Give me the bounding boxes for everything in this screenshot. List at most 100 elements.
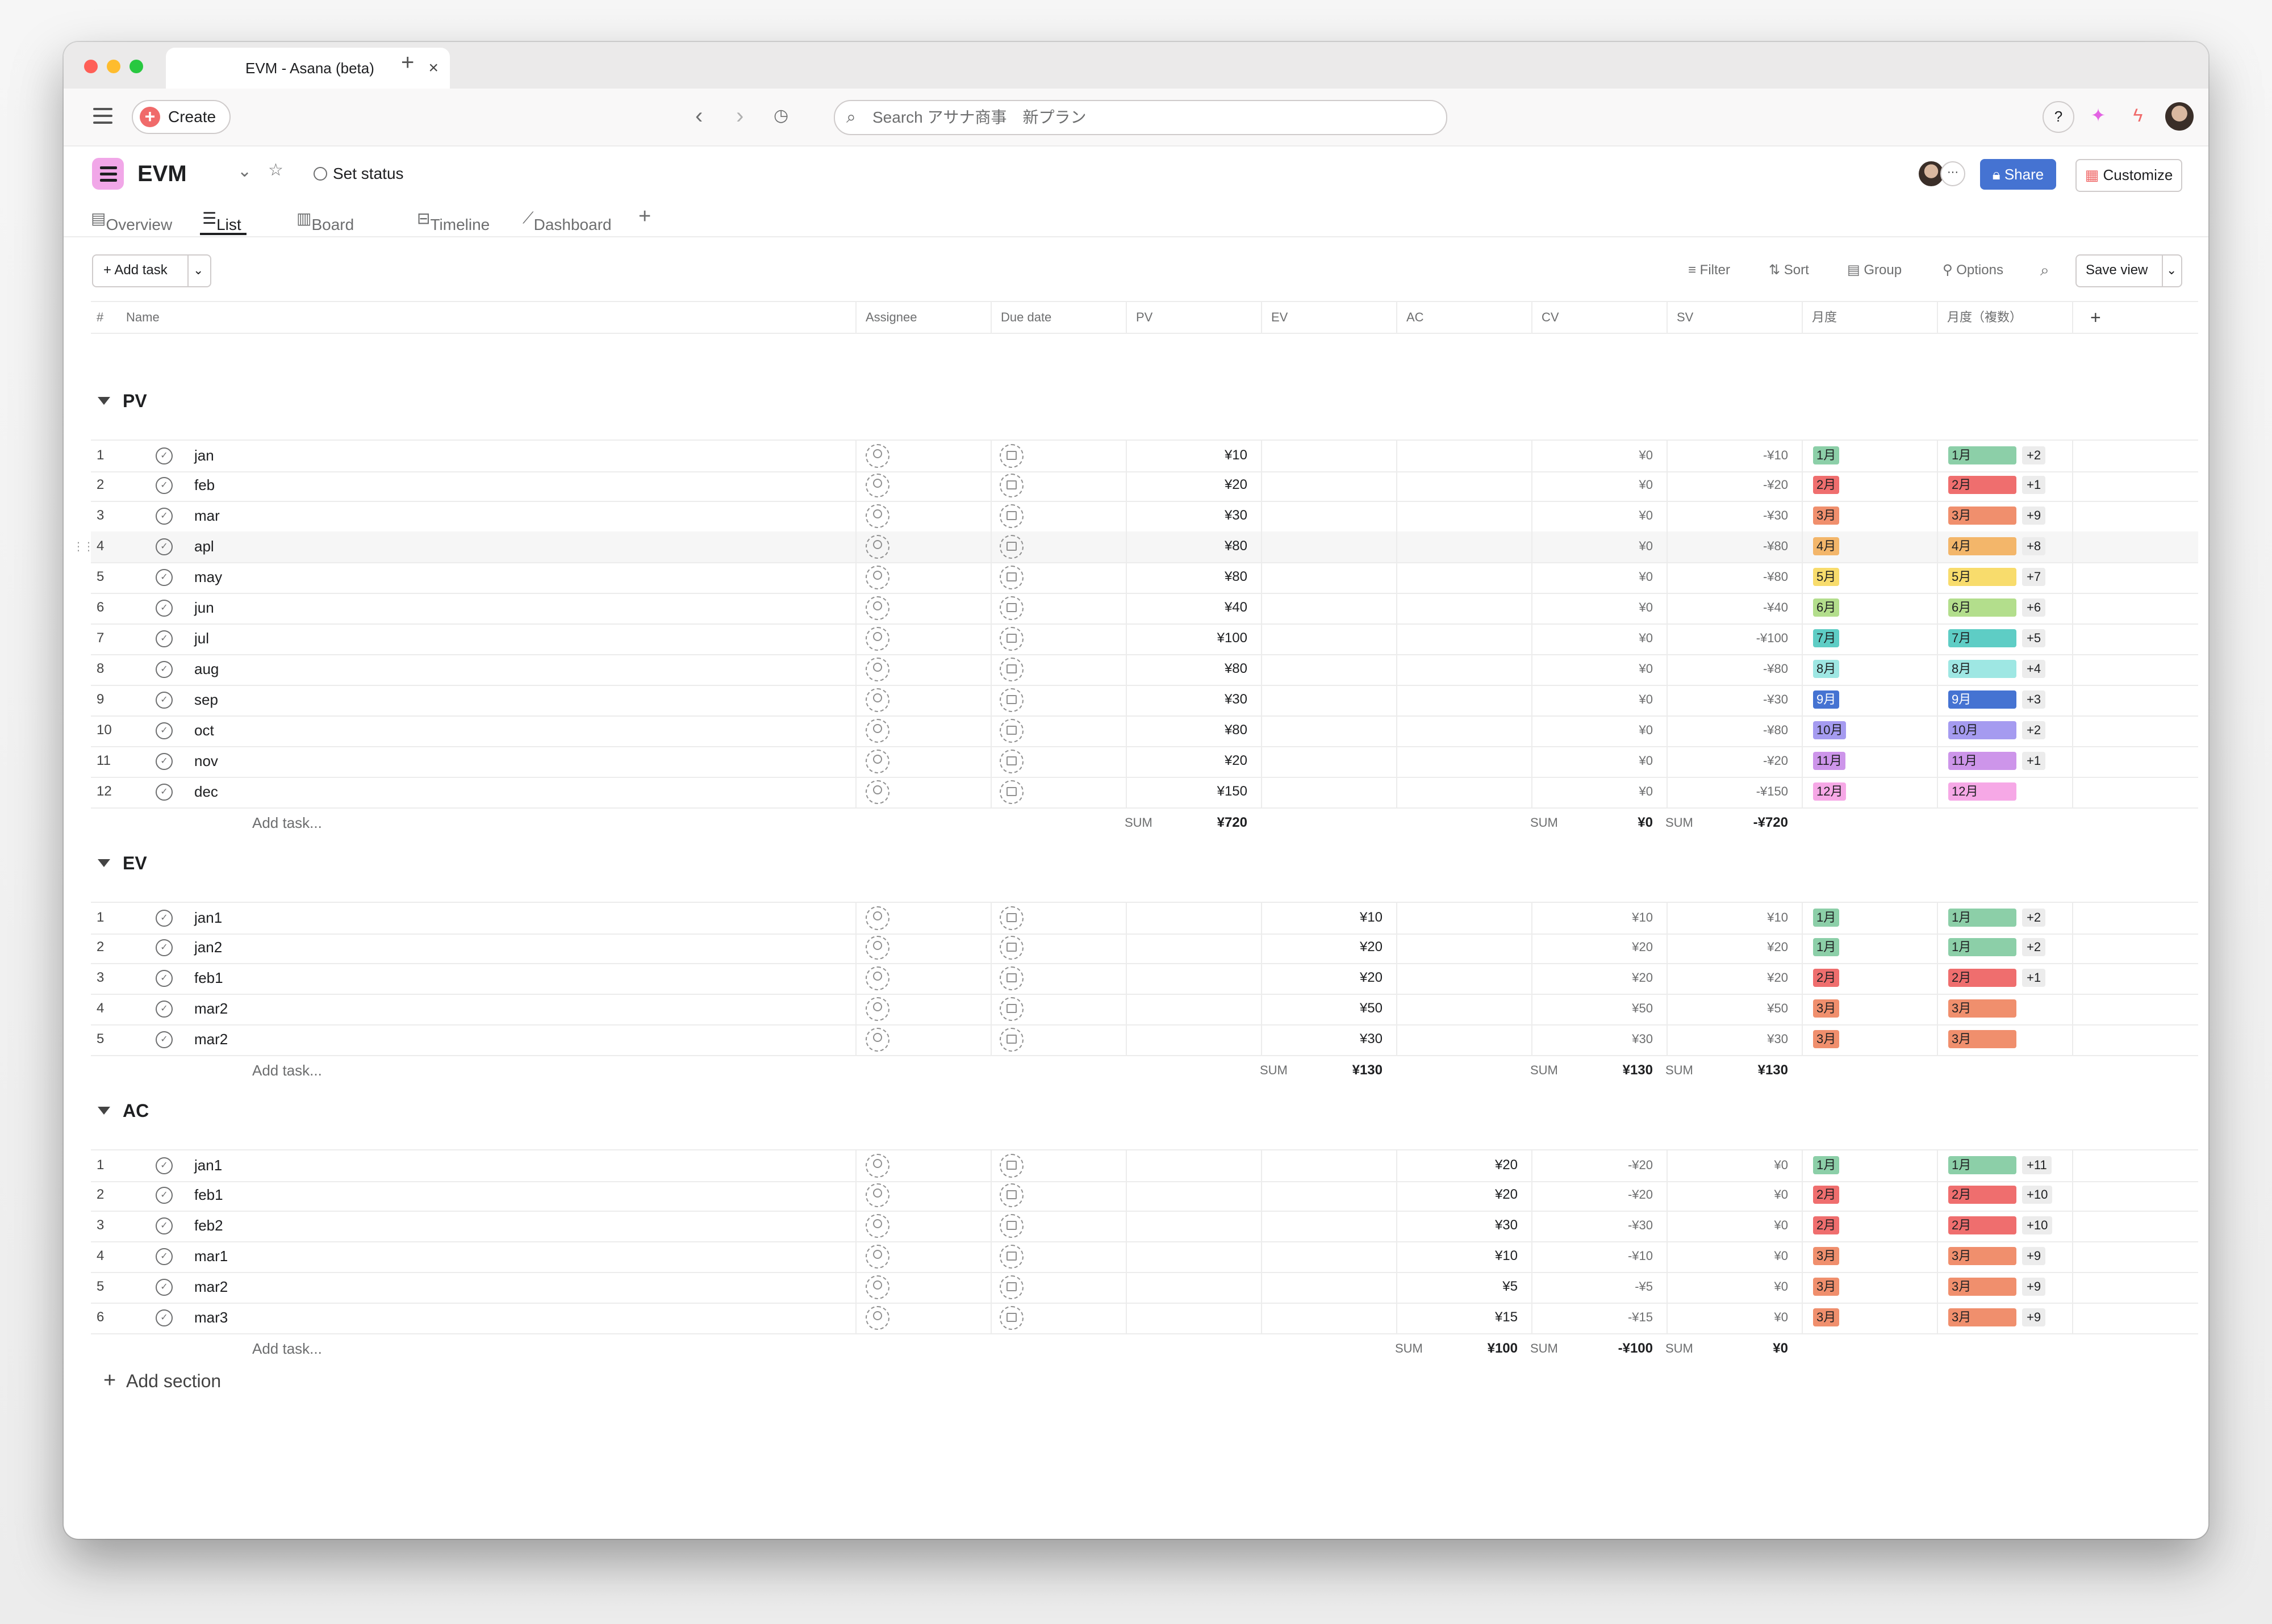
collapse-triangle-icon[interactable] [98,859,110,867]
table-row[interactable]: 9 ✓ sep ¥30 ¥0 -¥30 9月 9月 +3 [91,685,2198,717]
member-avatar[interactable] [1919,161,1944,186]
more-tags-count[interactable]: +1 [2022,476,2046,494]
more-tags-count[interactable]: +1 [2022,752,2046,770]
table-row[interactable]: 3 ✓ feb1 ¥20 ¥20 ¥20 2月 2月 +1 [91,963,2198,995]
cell-cv[interactable]: ¥0 [1639,662,1653,676]
assignee-placeholder-icon[interactable] [866,719,889,743]
save-view-button[interactable]: Save view ⌄ [2075,254,2182,287]
share-button[interactable]: 🔒︎ Share [1980,159,2056,190]
assignee-placeholder-icon[interactable] [866,474,889,497]
cell-sv[interactable]: ¥10 [1767,910,1788,924]
cell-cv[interactable]: ¥50 [1632,1001,1653,1015]
tab-dashboard[interactable]: ⟋ Dashboard [523,209,612,233]
cell-sv[interactable]: ¥0 [1774,1158,1788,1172]
month-multi-tag[interactable]: 10月 [1948,721,2016,739]
table-row[interactable]: 4 ✓ mar1 ¥10 -¥10 ¥0 3月 3月 +9 [91,1241,2198,1273]
forward-icon[interactable]: › [736,103,744,128]
month-tag[interactable]: 1月 [1813,446,1840,464]
month-multi-tag[interactable]: 5月 [1948,568,2016,586]
more-tags-count[interactable]: +10 [2022,1186,2053,1204]
cell-ac[interactable]: ¥10 [1494,1248,1518,1263]
add-task-link[interactable]: Add task... [252,1062,322,1079]
month-tag[interactable]: 8月 [1813,660,1840,678]
table-row[interactable]: 6 ✓ mar3 ¥15 -¥15 ¥0 3月 3月 +9 [91,1303,2198,1334]
assignee-placeholder-icon[interactable] [866,504,889,528]
due-date-placeholder-icon[interactable] [1000,997,1024,1021]
month-tag[interactable]: 1月 [1813,938,1840,956]
due-date-placeholder-icon[interactable] [1000,535,1024,559]
complete-check-icon[interactable]: ✓ [156,477,173,494]
chevron-down-icon[interactable]: ⌄ [2166,263,2177,277]
complete-check-icon[interactable]: ✓ [156,1187,173,1204]
month-tag[interactable]: 3月 [1813,1278,1840,1296]
column-header-month[interactable]: 月度 [1802,302,1837,333]
due-date-placeholder-icon[interactable] [1000,1154,1024,1178]
help-button[interactable]: ? [2043,101,2074,133]
cell-cv[interactable]: ¥0 [1639,784,1653,798]
task-name[interactable]: nov [194,752,218,769]
month-multi-tag[interactable]: 9月 [1948,690,2016,709]
cell-cv[interactable]: ¥0 [1639,754,1653,768]
user-avatar[interactable] [2165,102,2194,131]
month-multi-tag[interactable]: 1月 [1948,446,2016,464]
search-input[interactable]: ⌕ Search アサナ商事 新プラン [834,100,1447,135]
table-row[interactable]: ⋮⋮ 4 ✓ apl ¥80 ¥0 -¥80 4月 4月 +8 [73,531,2198,563]
due-date-placeholder-icon[interactable] [1000,719,1024,743]
month-multi-tag[interactable]: 3月 [1948,507,2016,525]
month-multi-tag[interactable]: 2月 [1948,476,2016,494]
cell-sv[interactable]: -¥30 [1763,508,1788,522]
table-row[interactable]: 2 ✓ feb ¥20 ¥0 -¥20 2月 2月 +1 [91,470,2198,502]
cell-cv[interactable]: -¥30 [1627,1218,1653,1232]
complete-check-icon[interactable]: ✓ [156,692,173,709]
due-date-placeholder-icon[interactable] [1000,444,1024,468]
cell-sv[interactable]: ¥30 [1767,1032,1788,1046]
more-tags-count[interactable]: +6 [2022,598,2046,617]
table-row[interactable]: 5 ✓ mar2 ¥30 ¥30 ¥30 3月 3月 [91,1024,2198,1056]
options-button[interactable]: ⚲ Options [1943,262,2003,278]
month-multi-tag[interactable]: 3月 [1948,1308,2016,1326]
complete-check-icon[interactable]: ✓ [156,1279,173,1296]
assignee-placeholder-icon[interactable] [866,1028,889,1052]
table-row[interactable]: 5 ✓ may ¥80 ¥0 -¥80 5月 5月 +7 [91,562,2198,594]
group-button[interactable]: ▤ Group [1847,262,1902,278]
month-tag[interactable]: 1月 [1813,909,1840,927]
month-multi-tag[interactable]: 4月 [1948,537,2016,555]
cell-ac[interactable]: ¥15 [1494,1309,1518,1325]
table-row[interactable]: 1 ✓ jan1 ¥20 -¥20 ¥0 1月 1月 +11 [91,1149,2198,1182]
complete-check-icon[interactable]: ✓ [156,939,173,956]
cell-ac[interactable]: ¥30 [1494,1217,1518,1233]
due-date-placeholder-icon[interactable] [1000,474,1024,497]
month-multi-tag[interactable]: 3月 [1948,1247,2016,1265]
task-name[interactable]: mar [194,507,220,524]
month-tag[interactable]: 6月 [1813,598,1840,617]
cell-sv[interactable]: ¥0 [1774,1249,1788,1263]
due-date-placeholder-icon[interactable] [1000,936,1024,960]
due-date-placeholder-icon[interactable] [1000,627,1024,651]
star-icon[interactable]: ☆ [268,161,283,179]
assignee-placeholder-icon[interactable] [866,1154,889,1178]
menu-icon[interactable] [93,108,112,128]
assignee-placeholder-icon[interactable] [866,566,889,589]
table-row[interactable]: 2 ✓ jan2 ¥20 ¥20 ¥20 1月 1月 +2 [91,932,2198,964]
month-multi-tag[interactable]: 2月 [1948,969,2016,987]
complete-check-icon[interactable]: ✓ [156,447,173,464]
assignee-placeholder-icon[interactable] [866,1183,889,1207]
month-tag[interactable]: 2月 [1813,476,1840,494]
month-tag[interactable]: 1月 [1813,1156,1840,1174]
task-name[interactable]: mar1 [194,1248,228,1265]
cell-cv[interactable]: ¥0 [1639,631,1653,645]
table-row[interactable]: 5 ✓ mar2 ¥5 -¥5 ¥0 3月 3月 +9 [91,1272,2198,1304]
tab-list[interactable]: ☰ List [202,210,241,233]
task-name[interactable]: dec [194,783,218,800]
tab-board[interactable]: ▥ Board [296,210,354,233]
collapse-triangle-icon[interactable] [98,397,110,405]
table-row[interactable]: 2 ✓ feb1 ¥20 -¥20 ¥0 2月 2月 +10 [91,1180,2198,1212]
due-date-placeholder-icon[interactable] [1000,1275,1024,1299]
task-name[interactable]: apl [194,538,214,555]
more-members-icon[interactable]: ··· [1940,161,1965,186]
cell-cv[interactable]: ¥0 [1639,570,1653,584]
month-multi-tag[interactable]: 3月 [1948,999,2016,1018]
add-task-link[interactable]: Add task... [252,814,322,831]
column-header-due-date[interactable]: Due date [991,302,1051,333]
more-tags-count[interactable]: +1 [2022,969,2046,987]
